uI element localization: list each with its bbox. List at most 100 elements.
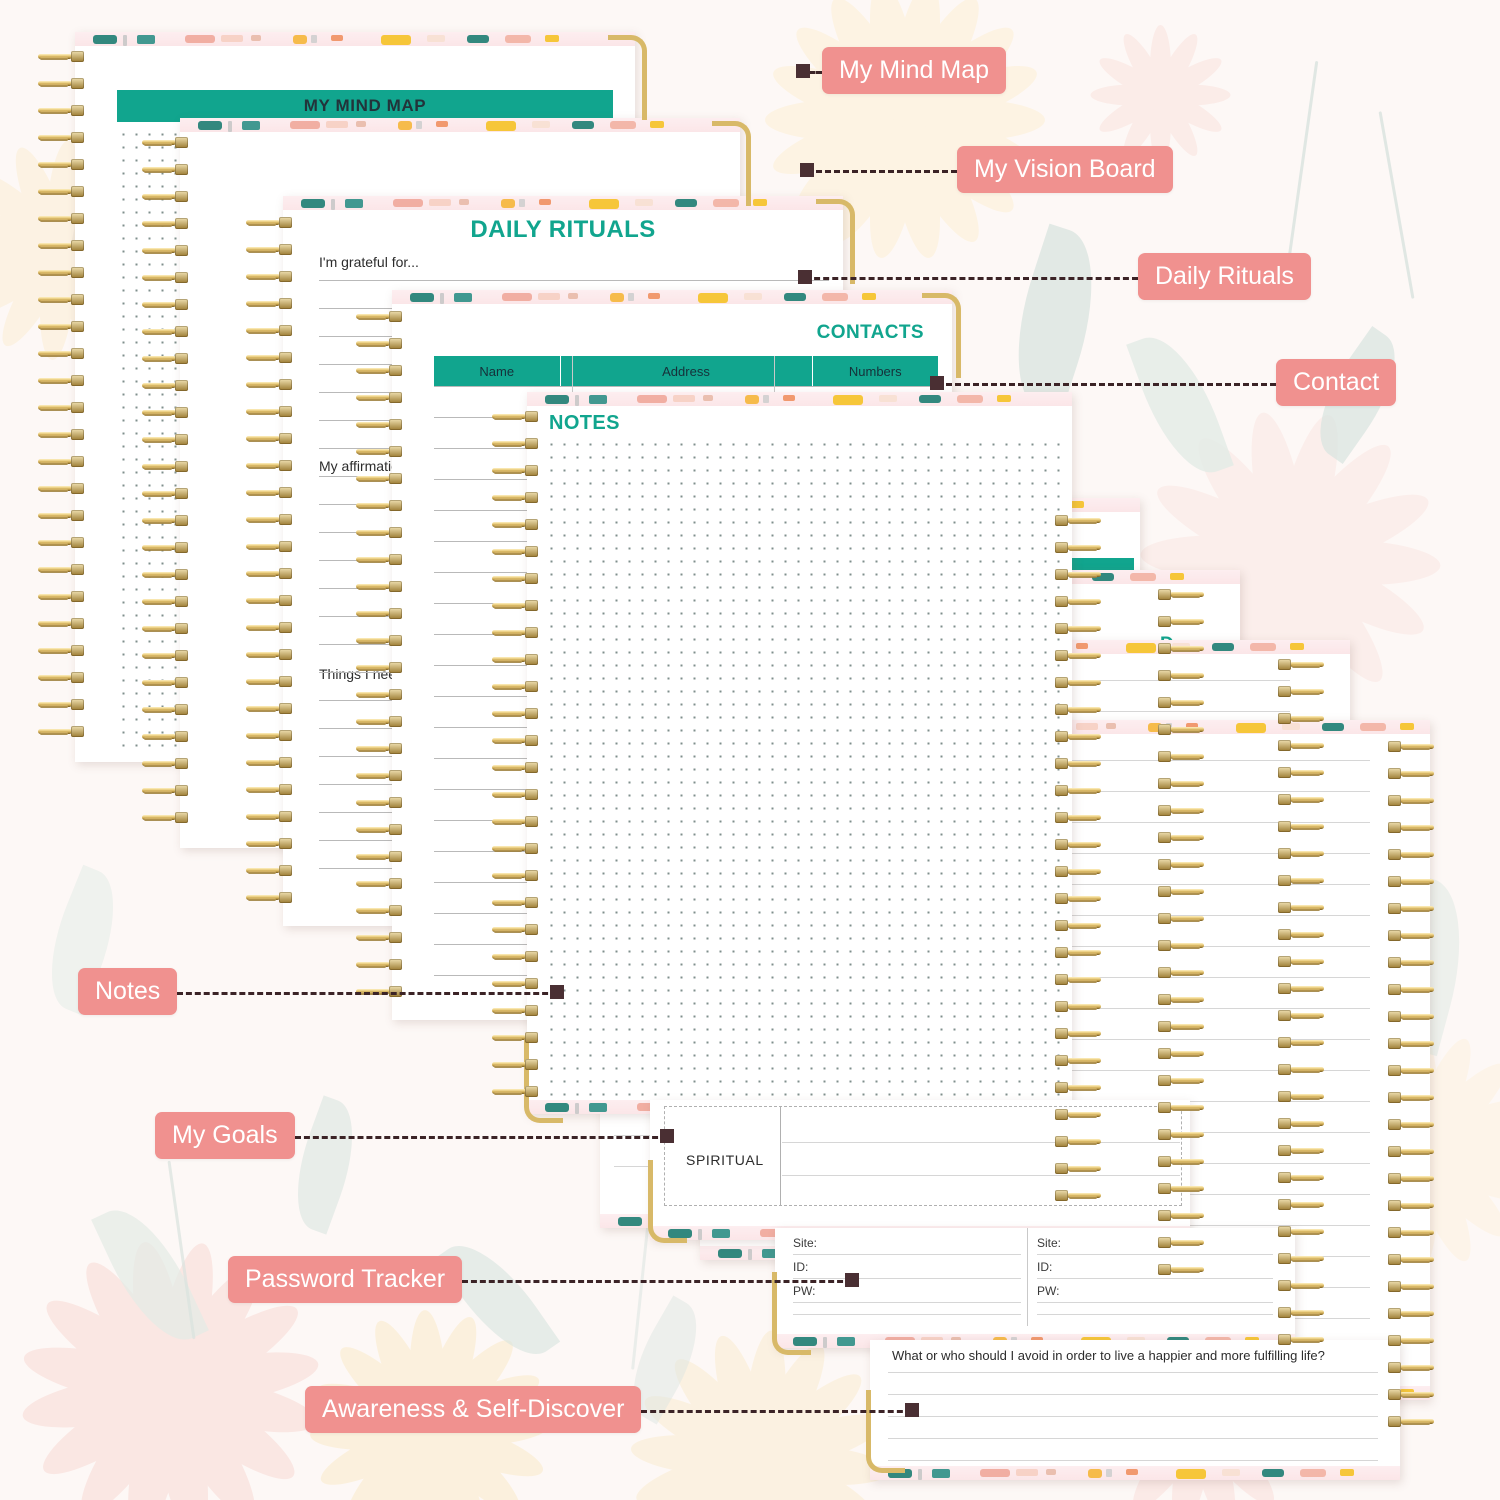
coil-bar (142, 761, 176, 766)
coil-ring (142, 704, 188, 715)
coil-bar-shadow (494, 579, 522, 582)
coil-clip (279, 433, 292, 444)
coil-ring (492, 546, 538, 557)
coil-bar-shadow (40, 354, 68, 357)
coil-clip (175, 191, 188, 202)
band-motif (1092, 573, 1114, 581)
coil-bar-shadow (1292, 935, 1320, 938)
coil-bar-shadow (358, 722, 386, 725)
coil-ring (356, 851, 402, 862)
band-motif (290, 121, 320, 129)
coil-clip (1055, 731, 1068, 742)
coil-bar (1400, 1122, 1434, 1127)
callout-vision[interactable]: My Vision Board (957, 146, 1173, 193)
coil-ring (1055, 650, 1101, 661)
coil-clip (1388, 1308, 1401, 1319)
coil-ring (1278, 1037, 1324, 1048)
coil-ring (142, 758, 188, 769)
coil-bar (492, 846, 526, 851)
callout-awareness[interactable]: Awareness & Self-Discover (305, 1386, 642, 1433)
coil-bar (492, 414, 526, 419)
coil-bar-shadow (1292, 665, 1320, 668)
coil-bar-shadow (358, 668, 386, 671)
coil-ring (1158, 1075, 1204, 1086)
coil-bar (1290, 662, 1324, 667)
callout-mind-map[interactable]: My Mind Map (822, 47, 1007, 94)
coil-bar-shadow (358, 452, 386, 455)
coil-ring (1278, 1307, 1324, 1318)
callout-rituals[interactable]: Daily Rituals (1138, 253, 1311, 300)
band-motif (467, 35, 489, 43)
coil-ring (356, 716, 402, 727)
band-motif (429, 199, 451, 206)
coil-bar (492, 657, 526, 662)
coil-bar-shadow (1069, 953, 1097, 956)
coil-bar-shadow (358, 884, 386, 887)
coil-bar (1400, 1365, 1434, 1370)
goals-divider (780, 1107, 781, 1205)
coil-bar (356, 908, 390, 913)
coil-clip (525, 1005, 538, 1016)
coil-clip (525, 600, 538, 611)
coil-ring (142, 623, 188, 634)
coil-bar (1067, 518, 1101, 523)
coil-ring (246, 541, 292, 552)
coil-clip (1388, 930, 1401, 941)
band-motif (251, 35, 261, 41)
coil-bar-shadow (1292, 908, 1320, 911)
coil-clip (279, 325, 292, 336)
coil-bar (246, 247, 280, 252)
coil-clip (71, 132, 84, 143)
coil-clip (175, 245, 188, 256)
stem-motif (1284, 60, 1319, 280)
band-motif (957, 395, 983, 403)
coil-bar (246, 652, 280, 657)
callout-contact[interactable]: Contact (1276, 359, 1397, 406)
coil-bar-shadow (358, 857, 386, 860)
callout-password[interactable]: Password Tracker (228, 1256, 463, 1303)
coil-bar-shadow (1069, 710, 1097, 713)
coil-bar (1067, 734, 1101, 739)
coil-ring (1055, 731, 1101, 742)
coil-clip (525, 465, 538, 476)
prompt-grateful: I'm grateful for... (319, 254, 419, 270)
band-motif (833, 395, 863, 405)
coil-ring (142, 812, 188, 823)
callout-notes[interactable]: Notes (78, 968, 178, 1015)
coil-clip (71, 321, 84, 332)
coil-bar (1170, 943, 1204, 948)
band-motif (748, 1249, 752, 1260)
coil-clip (175, 731, 188, 742)
coil-bar-shadow (1172, 784, 1200, 787)
coil-bar-shadow (1069, 1034, 1097, 1037)
coil-clip (71, 267, 84, 278)
coil-bar (1067, 626, 1101, 631)
coil-clip (1388, 1389, 1401, 1400)
coil-clip (525, 1086, 538, 1097)
coil-bar (356, 611, 390, 616)
coil-clip (1055, 1163, 1068, 1174)
coil-bar (1170, 619, 1204, 624)
coil-bar (1290, 1067, 1324, 1072)
coil-clip (1055, 1082, 1068, 1093)
coil-ring (356, 419, 402, 430)
band-motif (198, 121, 222, 130)
band-motif (538, 293, 560, 300)
coil-bar (1067, 950, 1101, 955)
coil-bar-shadow (144, 170, 172, 173)
band-motif (1076, 723, 1098, 730)
coil-bar-shadow (358, 317, 386, 320)
coil-ring (246, 244, 292, 255)
coil-ring (38, 537, 84, 548)
coil-bar (1290, 1337, 1324, 1342)
coil-clip (525, 924, 538, 935)
leader-line-awareness (641, 1409, 912, 1413)
contacts-col-name: Name (434, 356, 561, 386)
coil-clip (279, 541, 292, 552)
leader-line-rituals (805, 276, 1138, 280)
coil-ring (356, 365, 402, 376)
coil-bar-shadow (40, 84, 68, 87)
callout-goals[interactable]: My Goals (155, 1112, 295, 1159)
band-motif (545, 395, 569, 404)
coil-ring (142, 218, 188, 229)
